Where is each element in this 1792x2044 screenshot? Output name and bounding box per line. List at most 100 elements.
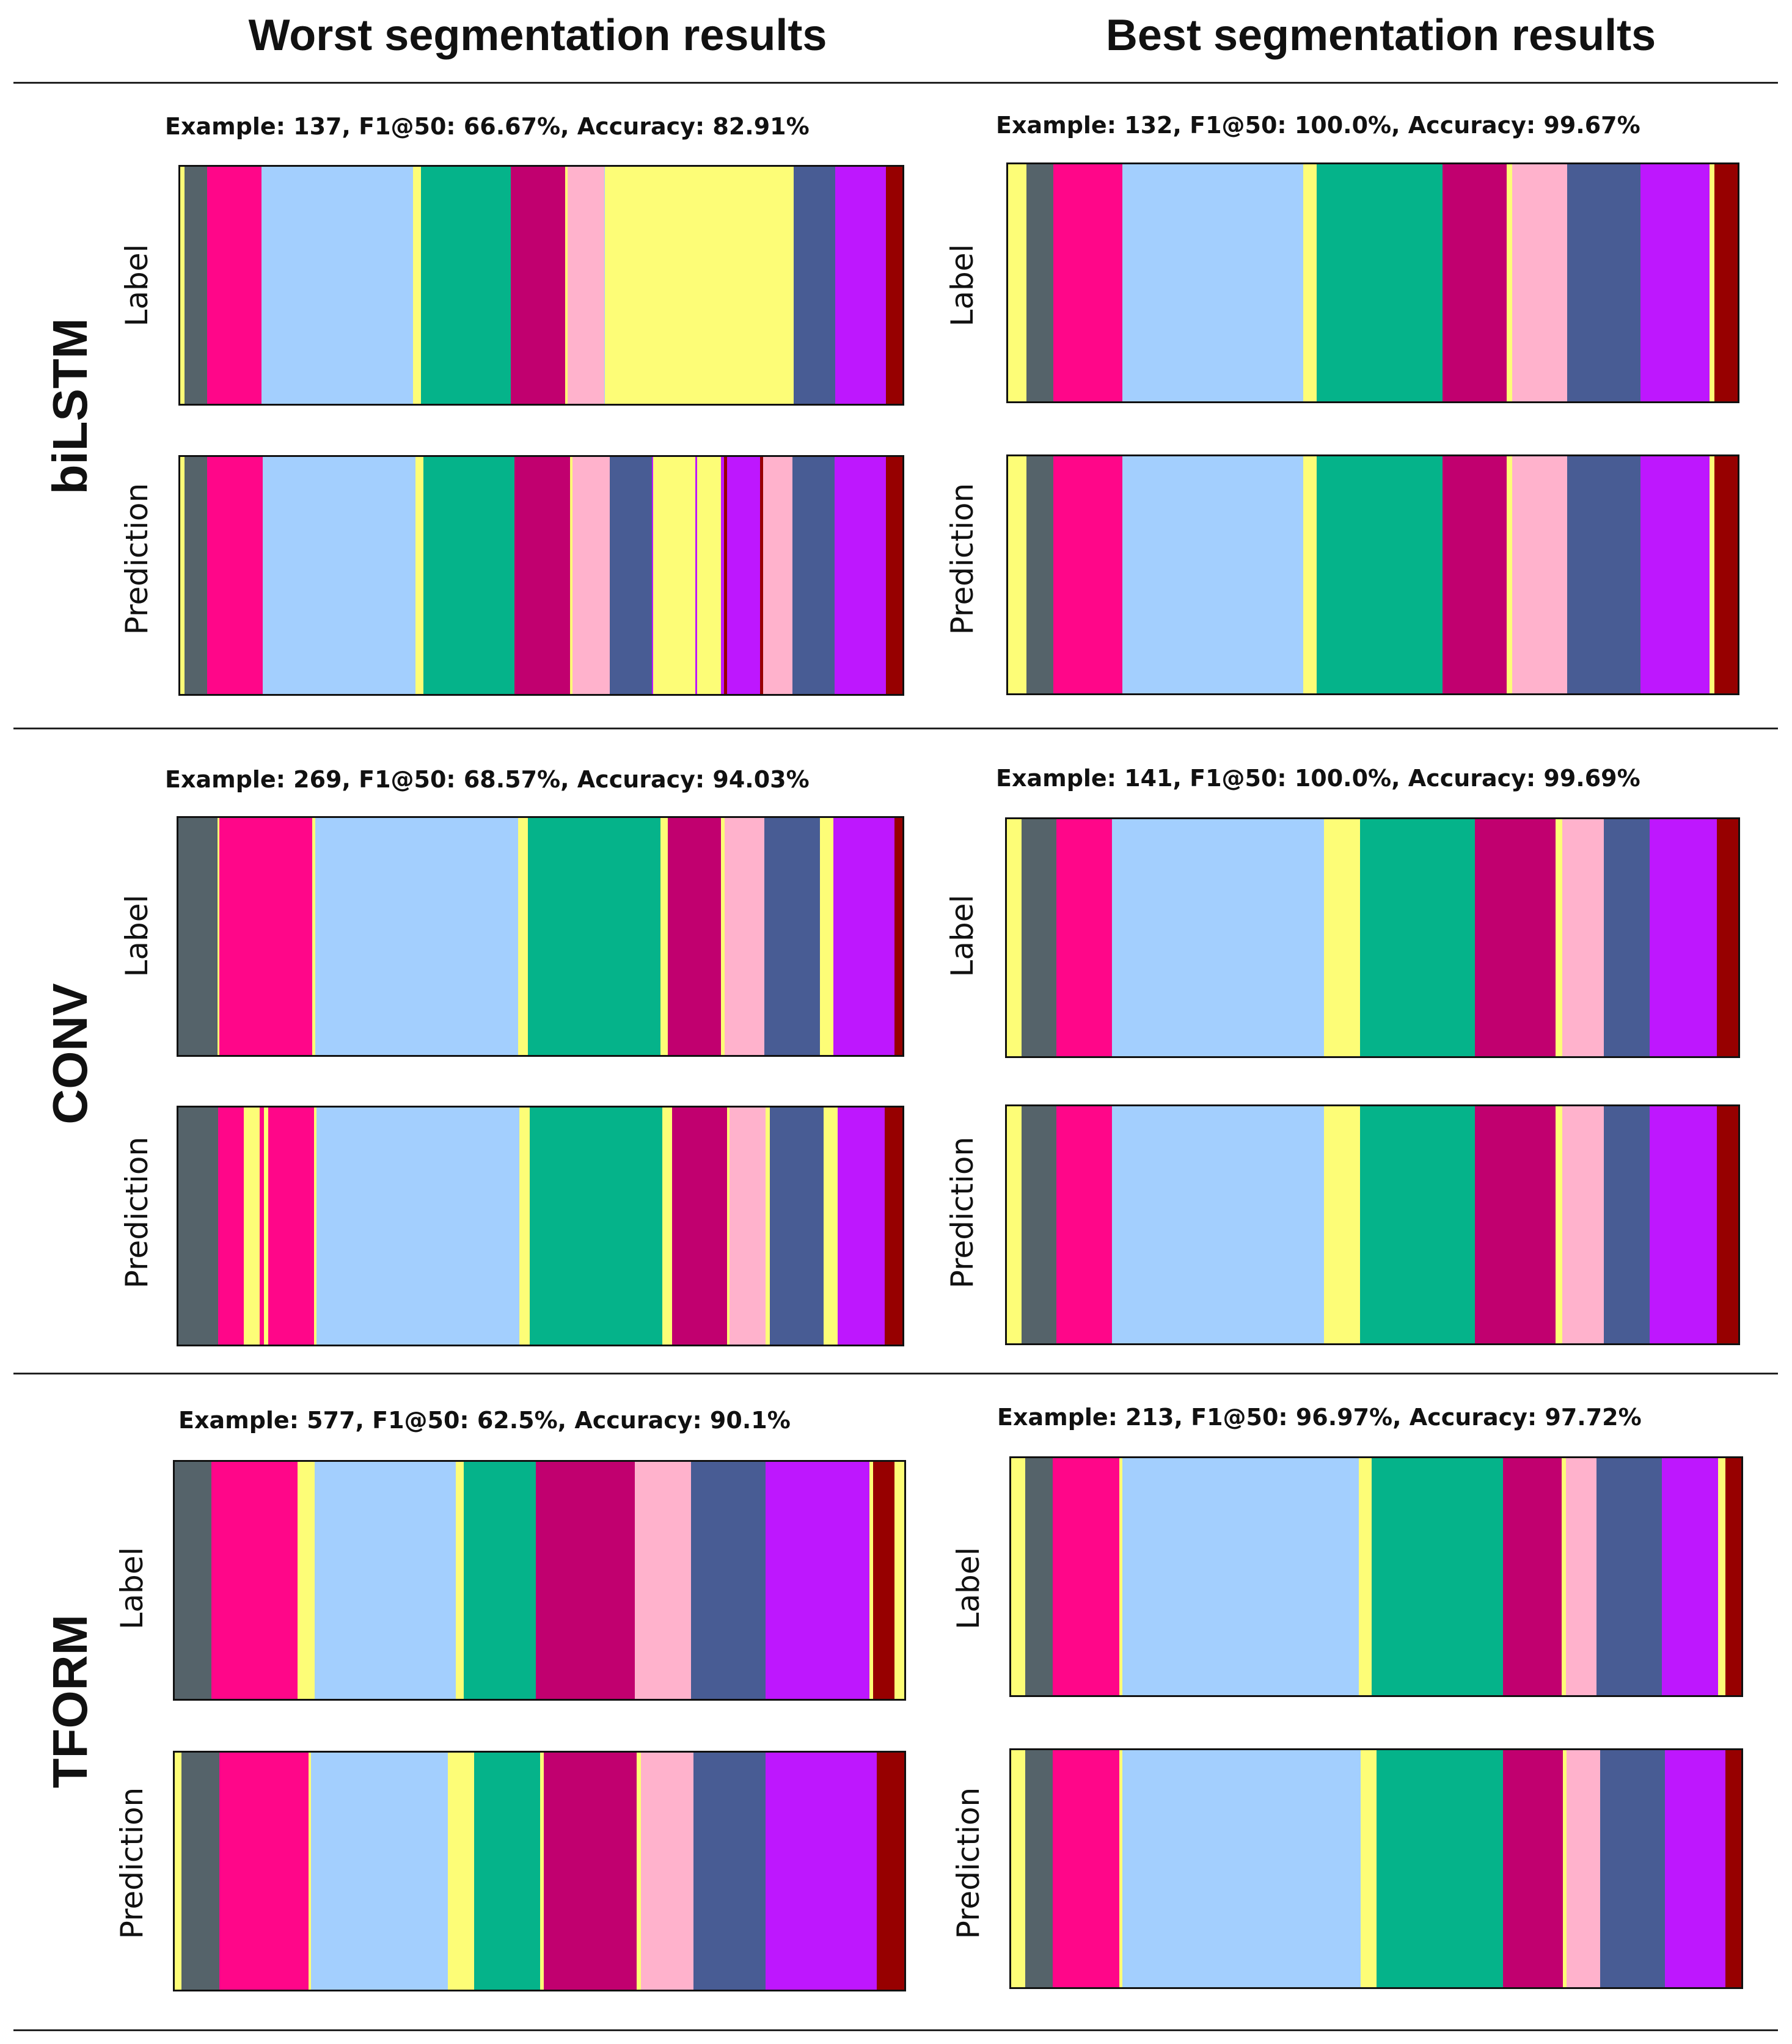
segment-navy bbox=[693, 1753, 766, 1990]
segment-yellow bbox=[1008, 164, 1027, 401]
segment-slate bbox=[1021, 1106, 1057, 1343]
segment-light-blue bbox=[315, 818, 519, 1055]
y-label-label: Label bbox=[114, 1547, 150, 1630]
y-label-label: Label bbox=[119, 894, 155, 977]
segment-yellow bbox=[1358, 1458, 1372, 1695]
y-label-label: Label bbox=[945, 244, 980, 327]
example-title: Example: 132, F1@50: 100.0%, Accuracy: 9… bbox=[996, 112, 1640, 139]
prediction-strip bbox=[1006, 454, 1739, 695]
segment-yellow bbox=[1361, 1750, 1377, 1987]
label-strip bbox=[178, 165, 904, 406]
segment-yellow bbox=[1303, 164, 1317, 401]
prediction-strip bbox=[173, 1751, 906, 1991]
segment-pink bbox=[725, 818, 765, 1055]
segment-magenta bbox=[268, 1108, 315, 1345]
segment-dark-red bbox=[723, 457, 728, 694]
segment-yellow bbox=[1563, 1750, 1567, 1987]
segment-yellow bbox=[662, 1108, 673, 1345]
segment-slate bbox=[1025, 1750, 1053, 1987]
segment-crimson bbox=[667, 818, 722, 1055]
segment-teal bbox=[529, 1108, 663, 1345]
segment-yellow bbox=[455, 1462, 464, 1699]
segment-crimson bbox=[544, 1753, 637, 1990]
segment-violet bbox=[833, 818, 895, 1055]
segment-yellow bbox=[1324, 819, 1361, 1056]
segment-pink bbox=[730, 1108, 766, 1345]
segment-navy bbox=[764, 818, 821, 1055]
segment-navy bbox=[769, 1108, 824, 1345]
segment-dark-red bbox=[885, 457, 902, 694]
label-strip bbox=[1005, 817, 1740, 1058]
segment-crimson bbox=[1475, 1106, 1556, 1343]
segment-yellow bbox=[308, 1753, 312, 1990]
segment-slate bbox=[1026, 456, 1054, 693]
y-label-prediction: Prediction bbox=[114, 1787, 150, 1940]
segment-navy bbox=[794, 167, 836, 404]
divider-bottom bbox=[13, 2029, 1778, 2031]
segment-dark-red bbox=[1725, 1458, 1741, 1695]
segment-yellow bbox=[519, 1108, 530, 1345]
segment-magenta bbox=[219, 1753, 309, 1990]
segment-light-blue bbox=[1122, 164, 1304, 401]
prediction-strip bbox=[1009, 1748, 1743, 1989]
segment-yellow bbox=[540, 1753, 544, 1990]
segment-crimson bbox=[514, 457, 571, 694]
segment-violet bbox=[835, 457, 887, 694]
segment-teal bbox=[1360, 1106, 1476, 1343]
segment-magenta bbox=[207, 167, 262, 404]
segment-yellow bbox=[412, 167, 422, 404]
worst-column-title: Worst segmentation results bbox=[248, 11, 827, 60]
segment-light-blue bbox=[1122, 456, 1304, 693]
segment-dark-red bbox=[876, 1753, 904, 1990]
segment-teal bbox=[1316, 456, 1443, 693]
segment-light-blue bbox=[1122, 1750, 1361, 1987]
segment-teal bbox=[1316, 164, 1443, 401]
divider-conv-tform bbox=[13, 1373, 1778, 1374]
segment-navy bbox=[1596, 1458, 1662, 1695]
segment-pink bbox=[640, 1753, 694, 1990]
segment-magenta bbox=[1056, 1106, 1113, 1343]
segment-yellow bbox=[1555, 1106, 1563, 1343]
segment-yellow bbox=[721, 818, 725, 1055]
segment-teal bbox=[1372, 1458, 1504, 1695]
segment-yellow bbox=[180, 167, 185, 404]
segment-yellow bbox=[605, 167, 794, 404]
segment-yellow bbox=[820, 818, 835, 1055]
segment-dark-red bbox=[884, 1108, 902, 1345]
segment-pink bbox=[568, 167, 605, 404]
segment-teal bbox=[474, 1753, 541, 1990]
segment-pink bbox=[1512, 164, 1568, 401]
segment-pink bbox=[572, 457, 610, 694]
segment-magenta bbox=[1053, 164, 1123, 401]
segment-yellow bbox=[894, 1462, 904, 1699]
segment-violet bbox=[838, 1108, 885, 1345]
segment-yellow bbox=[697, 457, 722, 694]
segment-navy bbox=[1600, 1750, 1666, 1987]
segment-yellow bbox=[263, 1108, 269, 1345]
segment-violet bbox=[1650, 1106, 1717, 1343]
segment-teal bbox=[527, 818, 661, 1055]
segment-pink bbox=[1566, 1458, 1597, 1695]
segment-yellow bbox=[218, 818, 220, 1055]
segment-navy bbox=[691, 1462, 766, 1699]
segment-yellow bbox=[660, 818, 668, 1055]
segment-magenta bbox=[259, 1108, 265, 1345]
best-column-title: Best segmentation results bbox=[1105, 11, 1656, 60]
segment-crimson bbox=[1503, 1750, 1563, 1987]
segment-yellow bbox=[1007, 1106, 1022, 1343]
segment-navy bbox=[1567, 164, 1641, 401]
segment-yellow bbox=[517, 818, 528, 1055]
segment-pink bbox=[1567, 1750, 1601, 1987]
segment-yellow bbox=[1710, 456, 1715, 693]
segment-light-blue bbox=[311, 1753, 448, 1990]
segment-slate bbox=[181, 1753, 220, 1990]
segment-magenta bbox=[1053, 1458, 1120, 1695]
segment-yellow bbox=[1710, 164, 1715, 401]
segment-light-blue bbox=[1112, 819, 1325, 1056]
segment-yellow bbox=[1119, 1458, 1123, 1695]
segment-teal bbox=[1360, 819, 1476, 1056]
segment-yellow bbox=[765, 1108, 770, 1345]
segment-yellow bbox=[1303, 456, 1317, 693]
prediction-strip bbox=[1005, 1104, 1740, 1345]
segment-pink bbox=[1562, 819, 1604, 1056]
